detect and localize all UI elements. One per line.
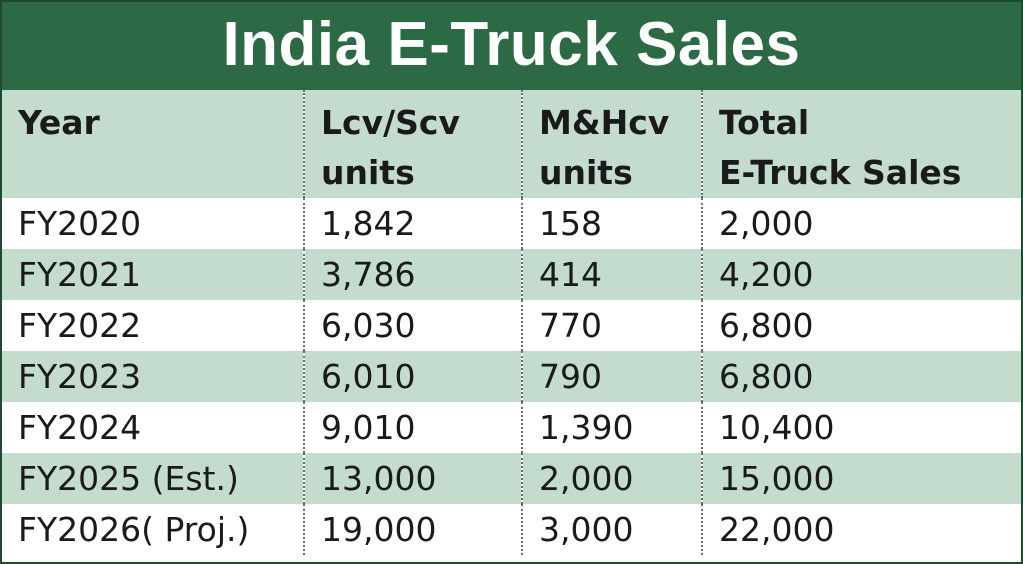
cell-total: 22,000	[701, 504, 1021, 555]
header-year: Year	[18, 103, 100, 142]
table-row: FY2020 1,842 158 2,000	[2, 198, 1021, 249]
header-row: Year Lcv/Scv units M&Hcv units Total E-Truc…	[2, 90, 1021, 198]
cell-total: 2,000	[701, 198, 1021, 249]
header-total: Total E-Truck Sales	[701, 90, 1021, 198]
cell-total: 6,800	[701, 351, 1021, 402]
cell-mhcv: 158	[521, 198, 702, 249]
table-row: FY2024 9,010 1,390 10,400	[2, 402, 1021, 453]
cell-year: FY2022	[18, 306, 142, 345]
cell-year: FY2025 (Est.)	[18, 459, 239, 498]
cell-total: 15,000	[701, 453, 1021, 504]
table-row: FY2021 3,786 414 4,200	[2, 249, 1021, 300]
cell-mhcv: 414	[521, 249, 702, 300]
cell-lcv-scv: 9,010	[303, 402, 522, 453]
cell-mhcv: 3,000	[521, 504, 702, 555]
cell-lcv-scv: 3,786	[303, 249, 522, 300]
table-row: FY2025 (Est.) 13,000 2,000 15,000	[2, 453, 1021, 504]
cell-mhcv: 1,390	[521, 402, 702, 453]
header-lcv-scv: Lcv/Scv units	[303, 90, 522, 198]
table-title: India E-Truck Sales	[222, 9, 801, 79]
cell-mhcv: 790	[521, 351, 702, 402]
cell-lcv-scv: 19,000	[303, 504, 522, 555]
cell-lcv-scv: 6,010	[303, 351, 522, 402]
sales-table: Year Lcv/Scv units M&Hcv units Total E-Truc…	[2, 90, 1021, 555]
cell-year: FY2020	[18, 204, 142, 243]
cell-lcv-scv: 1,842	[303, 198, 522, 249]
table-row: FY2023 6,010 790 6,800	[2, 351, 1021, 402]
table-row: FY2022 6,030 770 6,800	[2, 300, 1021, 351]
cell-mhcv: 2,000	[521, 453, 702, 504]
cell-year: FY2024	[18, 408, 142, 447]
cell-lcv-scv: 13,000	[303, 453, 522, 504]
cell-total: 6,800	[701, 300, 1021, 351]
cell-year: FY2026( Proj.)	[18, 510, 250, 549]
cell-year: FY2023	[18, 357, 142, 396]
cell-mhcv: 770	[521, 300, 702, 351]
cell-lcv-scv: 6,030	[303, 300, 522, 351]
header-mhcv: M&Hcv units	[521, 90, 702, 198]
cell-year: FY2021	[18, 255, 142, 294]
cell-total: 10,400	[701, 402, 1021, 453]
title-bar: India E-Truck Sales	[2, 2, 1021, 90]
table-row: FY2026( Proj.) 19,000 3,000 22,000	[2, 504, 1021, 555]
cell-total: 4,200	[701, 249, 1021, 300]
